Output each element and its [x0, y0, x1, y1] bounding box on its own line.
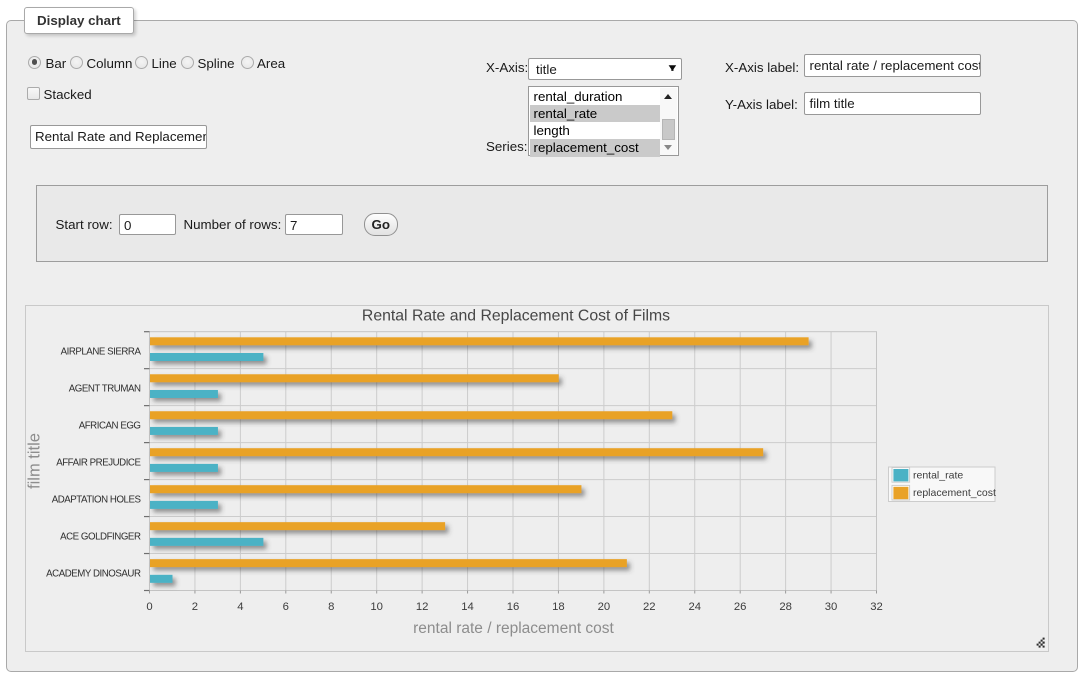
svg-text:26: 26 — [734, 601, 747, 613]
svg-text:12: 12 — [416, 601, 429, 613]
svg-text:ACE GOLDFINGER: ACE GOLDFINGER — [60, 531, 141, 542]
svg-text:2: 2 — [192, 601, 198, 613]
svg-text:Rental Rate and Replacement Co: Rental Rate and Replacement Cost of Film… — [362, 308, 670, 325]
svg-text:16: 16 — [507, 601, 520, 613]
svg-text:14: 14 — [461, 601, 474, 613]
svg-text:0: 0 — [146, 601, 152, 613]
svg-text:32: 32 — [870, 601, 883, 613]
svg-text:replacement_cost: replacement_cost — [913, 487, 996, 499]
svg-text:20: 20 — [598, 601, 611, 613]
svg-text:AGENT TRUMAN: AGENT TRUMAN — [69, 383, 141, 394]
svg-text:30: 30 — [825, 601, 838, 613]
svg-text:10: 10 — [370, 601, 383, 613]
svg-text:rental_rate: rental_rate — [913, 469, 963, 481]
svg-text:22: 22 — [643, 601, 656, 613]
svg-text:6: 6 — [283, 601, 289, 613]
svg-text:28: 28 — [779, 601, 792, 613]
svg-text:rental rate / replacement cost: rental rate / replacement cost — [413, 620, 614, 637]
svg-text:AFFAIR PREJUDICE: AFFAIR PREJUDICE — [56, 457, 141, 468]
svg-text:4: 4 — [237, 601, 243, 613]
svg-text:24: 24 — [688, 601, 701, 613]
svg-text:AIRPLANE SIERRA: AIRPLANE SIERRA — [61, 346, 142, 357]
svg-text:ADAPTATION HOLES: ADAPTATION HOLES — [52, 494, 142, 505]
svg-text:ACADEMY DINOSAUR: ACADEMY DINOSAUR — [46, 568, 141, 579]
svg-text:film title: film title — [25, 433, 43, 489]
svg-text:8: 8 — [328, 601, 334, 613]
svg-text:AFRICAN EGG: AFRICAN EGG — [79, 420, 141, 431]
svg-text:18: 18 — [552, 601, 565, 613]
